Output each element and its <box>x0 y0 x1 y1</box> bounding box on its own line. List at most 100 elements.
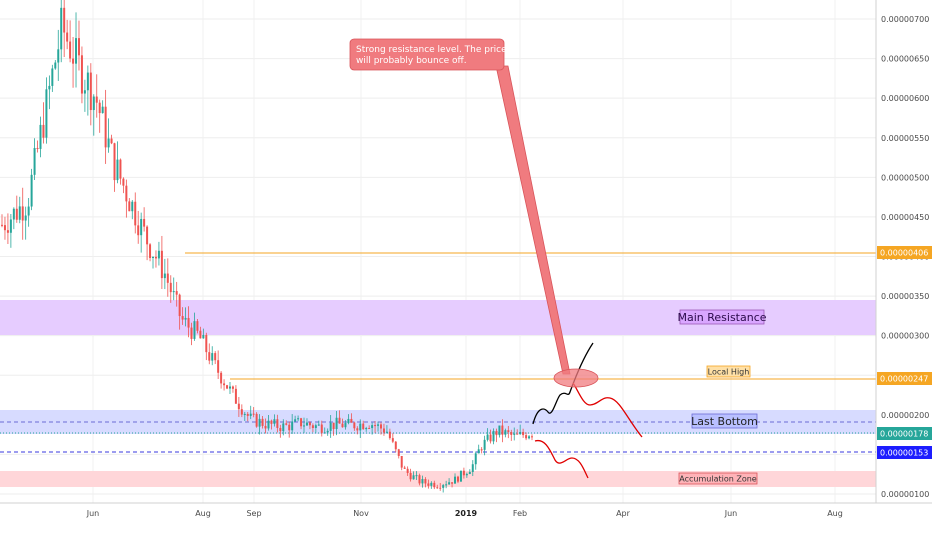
candle-body <box>338 417 341 424</box>
candle-body <box>391 438 394 442</box>
candle-body <box>33 148 36 175</box>
candle-body <box>187 317 190 328</box>
candle-body <box>116 159 119 181</box>
candle-body <box>228 386 231 389</box>
candle-body <box>83 90 86 94</box>
target-ellipse <box>553 368 599 388</box>
candle-body <box>220 372 223 384</box>
candle-body <box>489 434 492 442</box>
price-tick-label: 0.00000350 <box>881 292 929 301</box>
candle-body <box>48 85 51 90</box>
candle-body <box>344 423 347 428</box>
candle-body <box>279 427 282 432</box>
candle-body <box>308 422 311 426</box>
time-tick-label: 2019 <box>455 509 478 518</box>
candle-body <box>474 453 477 465</box>
candle-body <box>406 468 409 473</box>
candle-body <box>385 431 388 433</box>
candle-body <box>374 425 377 427</box>
candle-body <box>205 334 208 353</box>
candle-body <box>119 159 122 179</box>
candle-body <box>160 250 163 279</box>
candle-body <box>169 282 172 293</box>
candle-body <box>12 208 15 220</box>
accumulation-label: Accumulation Zone <box>679 475 757 484</box>
candle-body <box>332 422 335 430</box>
candle-body <box>157 250 160 259</box>
candle-body <box>477 449 480 454</box>
candle-body <box>98 102 101 114</box>
candle-body <box>199 330 202 339</box>
candle-body <box>270 420 273 424</box>
candle-body <box>359 423 362 431</box>
main-resistance-label-box <box>679 309 765 325</box>
candle-body <box>400 455 403 468</box>
candle-body <box>42 124 45 138</box>
candle-body <box>418 475 421 484</box>
candle-body <box>323 432 326 434</box>
candle-body <box>125 185 128 202</box>
price-tick-label: 0.00000600 <box>881 94 929 103</box>
candle-body <box>27 206 30 216</box>
callout-line-1: Strong resistance level. The price <box>356 45 507 55</box>
candle-body <box>531 436 533 438</box>
candle-body <box>294 419 297 422</box>
candle-body <box>510 432 513 435</box>
candle-body <box>430 482 433 486</box>
price-tick-label: 0.00000700 <box>881 15 929 24</box>
candle-body <box>300 418 303 427</box>
candle-body <box>154 256 157 259</box>
candle-body <box>525 435 528 439</box>
candle-body <box>122 178 125 186</box>
candle-body <box>63 7 66 33</box>
candle-body <box>6 230 9 233</box>
candle-body <box>451 482 454 484</box>
candle-body <box>468 471 471 474</box>
time-tick-label: Jun <box>86 509 100 518</box>
price-tick-label: 0.00000100 <box>881 490 929 499</box>
candle-body <box>184 317 187 320</box>
candle-body <box>80 55 83 94</box>
candle-body <box>365 428 368 430</box>
candle-body <box>234 388 237 404</box>
candle-body <box>456 476 459 482</box>
candle-body <box>480 449 483 451</box>
candle-body <box>528 436 531 439</box>
candle-body <box>231 386 234 389</box>
candle-body <box>60 7 63 50</box>
candle-body <box>51 68 54 86</box>
candle-body <box>211 353 214 361</box>
candle-body <box>202 334 205 339</box>
local-high-label-box <box>706 365 751 378</box>
time-tick-label: Apr <box>616 509 631 518</box>
candle-body <box>193 321 196 339</box>
candle-body <box>276 419 279 428</box>
candle-body <box>424 479 427 484</box>
callout-line-2: will probably bounce off. <box>356 56 467 66</box>
candle-body <box>409 472 412 480</box>
candle-body <box>190 327 193 339</box>
candle-body <box>101 106 104 114</box>
price-tag-current-text: 0.00000178 <box>880 430 928 439</box>
candle-body <box>317 424 320 426</box>
price-tag-247 <box>877 372 932 385</box>
candle-body <box>30 174 33 207</box>
time-axis[interactable]: Jun Aug Sep Nov 2019 Feb Apr Jun Aug <box>86 509 843 518</box>
candle-body <box>495 430 498 436</box>
time-tick-label: Sep <box>246 509 261 518</box>
candle-body <box>347 418 350 424</box>
candle-body <box>388 431 391 439</box>
candle-body <box>341 423 344 428</box>
candle-body <box>368 428 371 430</box>
candle-body <box>442 485 445 488</box>
candle-body <box>128 201 131 212</box>
candle-body <box>24 215 27 221</box>
candle-body <box>377 424 380 426</box>
candle-body <box>104 106 107 148</box>
candle-body <box>427 483 430 486</box>
candle-body <box>439 487 442 489</box>
candle-body <box>297 418 300 420</box>
candle-body <box>448 482 451 485</box>
time-tick-label: Aug <box>195 509 211 518</box>
